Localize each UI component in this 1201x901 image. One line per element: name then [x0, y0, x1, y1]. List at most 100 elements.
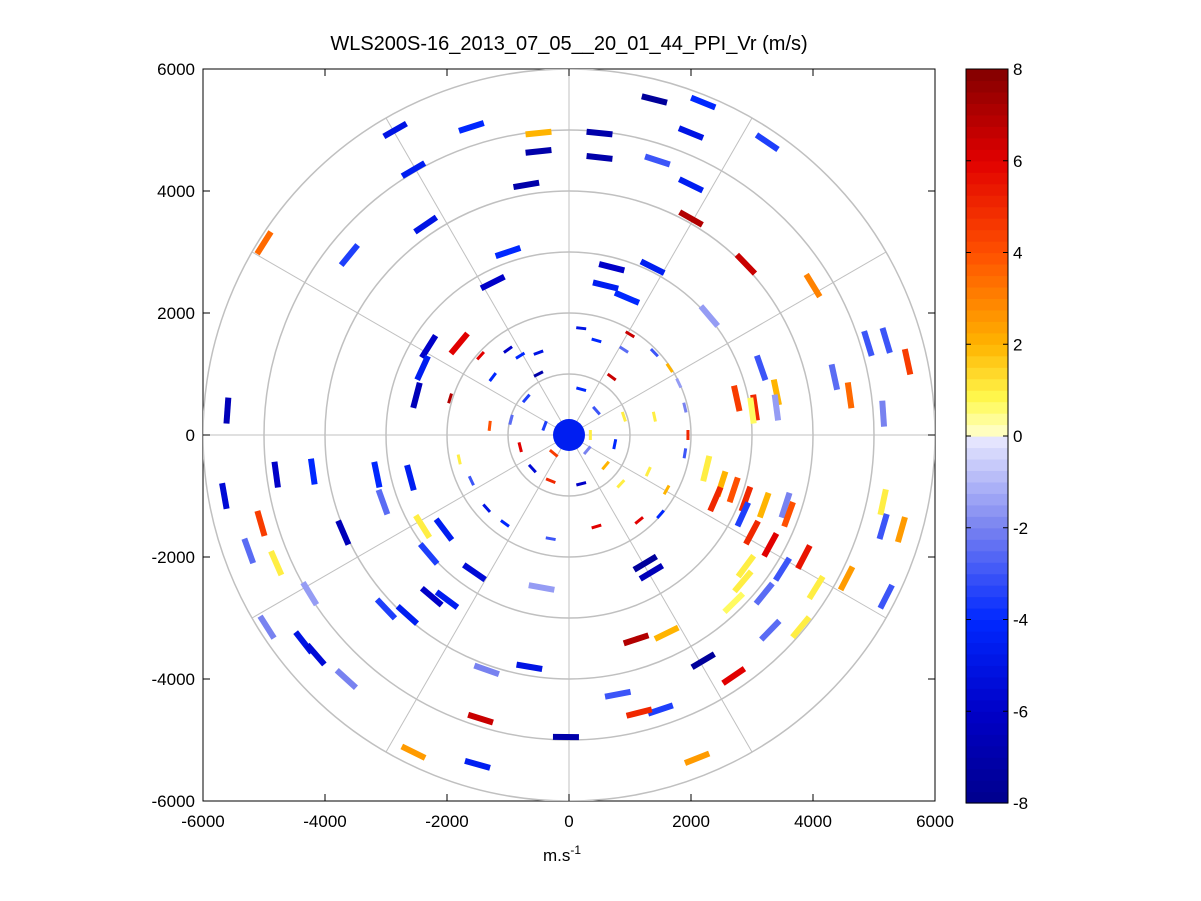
data-point: [517, 441, 523, 453]
data-point: [307, 458, 318, 485]
data-point: [756, 491, 772, 519]
data-point: [675, 377, 683, 389]
data-point: [575, 481, 587, 487]
y-tick-label: 0: [186, 426, 195, 445]
data-point: [634, 516, 644, 525]
colorbar-band: [966, 401, 1008, 414]
data-point: [690, 651, 716, 670]
colorbar: -8 -6 -4 -2 0 2 4 6 8: [965, 60, 1028, 813]
colorbar-band: [966, 275, 1008, 288]
data-point: [482, 503, 492, 513]
colorbar-band: [966, 80, 1008, 93]
colorbar-band: [966, 309, 1008, 322]
data-point: [414, 354, 431, 381]
data-point: [533, 370, 544, 378]
data-point: [761, 531, 780, 558]
data-point: [734, 252, 758, 276]
data-point: [879, 327, 893, 354]
data-point: [732, 569, 754, 594]
data-point: [525, 128, 552, 138]
data-point: [371, 461, 383, 488]
data-point: [632, 553, 658, 573]
data-point: [254, 510, 268, 537]
colorbar-tick-label: -4: [1013, 611, 1028, 630]
colorbar-band: [966, 699, 1008, 712]
data-point: [644, 466, 652, 477]
data-point: [677, 125, 705, 141]
colorbar-band: [966, 367, 1008, 380]
data-marks: [219, 93, 914, 771]
data-point: [651, 411, 657, 422]
data-point: [223, 397, 232, 424]
colorbar-band: [966, 780, 1008, 793]
data-point: [410, 382, 423, 409]
colorbar-band: [966, 642, 1008, 655]
data-point: [653, 624, 680, 642]
axis-ticks: -6000 -4000 -2000 0 2000 4000 6000 -6000 -4000 -2…: [152, 60, 954, 831]
data-point: [553, 419, 585, 451]
colorbar-band: [966, 114, 1008, 127]
colorbar-tick-label: -2: [1013, 519, 1028, 538]
chart-title: WLS200S-16_2013_07_05__20_01_44_PPI_Vr (…: [330, 33, 807, 55]
colorbar-band: [966, 791, 1008, 804]
data-point: [781, 501, 796, 528]
colorbar-band: [966, 481, 1008, 494]
data-point: [773, 556, 792, 582]
data-point: [413, 214, 439, 235]
colorbar-band: [966, 722, 1008, 735]
grid-spoke: [385, 434, 570, 753]
colorbar-band: [966, 745, 1008, 758]
data-point: [508, 414, 514, 425]
grid-spoke: [251, 251, 570, 436]
data-point: [586, 153, 613, 162]
data-point: [545, 536, 556, 542]
data-point: [419, 585, 444, 608]
data-point: [656, 509, 665, 520]
colorbar-band: [966, 137, 1008, 150]
data-point: [622, 632, 650, 647]
data-point: [400, 743, 427, 761]
data-point: [639, 258, 666, 276]
x-tick-label: -2000: [425, 812, 468, 831]
colorbar-band: [966, 298, 1008, 311]
colorbar-band: [966, 573, 1008, 586]
data-point: [721, 666, 747, 686]
colorbar-band: [966, 436, 1008, 449]
data-point: [803, 272, 823, 299]
data-point: [591, 523, 602, 530]
colorbar-band: [966, 172, 1008, 185]
data-point: [700, 455, 713, 482]
y-tick-label: 6000: [157, 60, 195, 79]
data-point: [778, 491, 793, 519]
data-point: [382, 120, 408, 140]
data-point: [678, 209, 704, 228]
data-point: [447, 393, 453, 404]
colorbar-tick-label: 2: [1013, 335, 1022, 354]
colorbar-band: [966, 252, 1008, 265]
data-point: [257, 614, 277, 640]
colorbar-band: [966, 516, 1008, 529]
colorbar-band: [966, 596, 1008, 609]
data-point: [458, 120, 485, 134]
colorbar-band: [966, 91, 1008, 105]
data-point: [754, 132, 780, 152]
data-point: [271, 461, 281, 488]
colorbar-band: [966, 69, 1008, 82]
data-point: [512, 179, 540, 191]
colorbar-tick-label: 4: [1013, 244, 1022, 263]
data-point: [433, 517, 455, 542]
data-point: [707, 485, 724, 513]
data-point: [516, 661, 543, 672]
data-point: [467, 475, 475, 486]
y-tick-label: -2000: [152, 548, 195, 567]
colorbar-band: [966, 321, 1008, 334]
data-point: [219, 482, 230, 510]
colorbar-band: [966, 562, 1008, 575]
data-point: [683, 750, 711, 766]
colorbar-band: [966, 241, 1008, 254]
colorbar-band: [966, 608, 1008, 621]
data-point: [613, 289, 641, 306]
data-point: [641, 93, 668, 106]
colorbar-band: [966, 585, 1008, 598]
